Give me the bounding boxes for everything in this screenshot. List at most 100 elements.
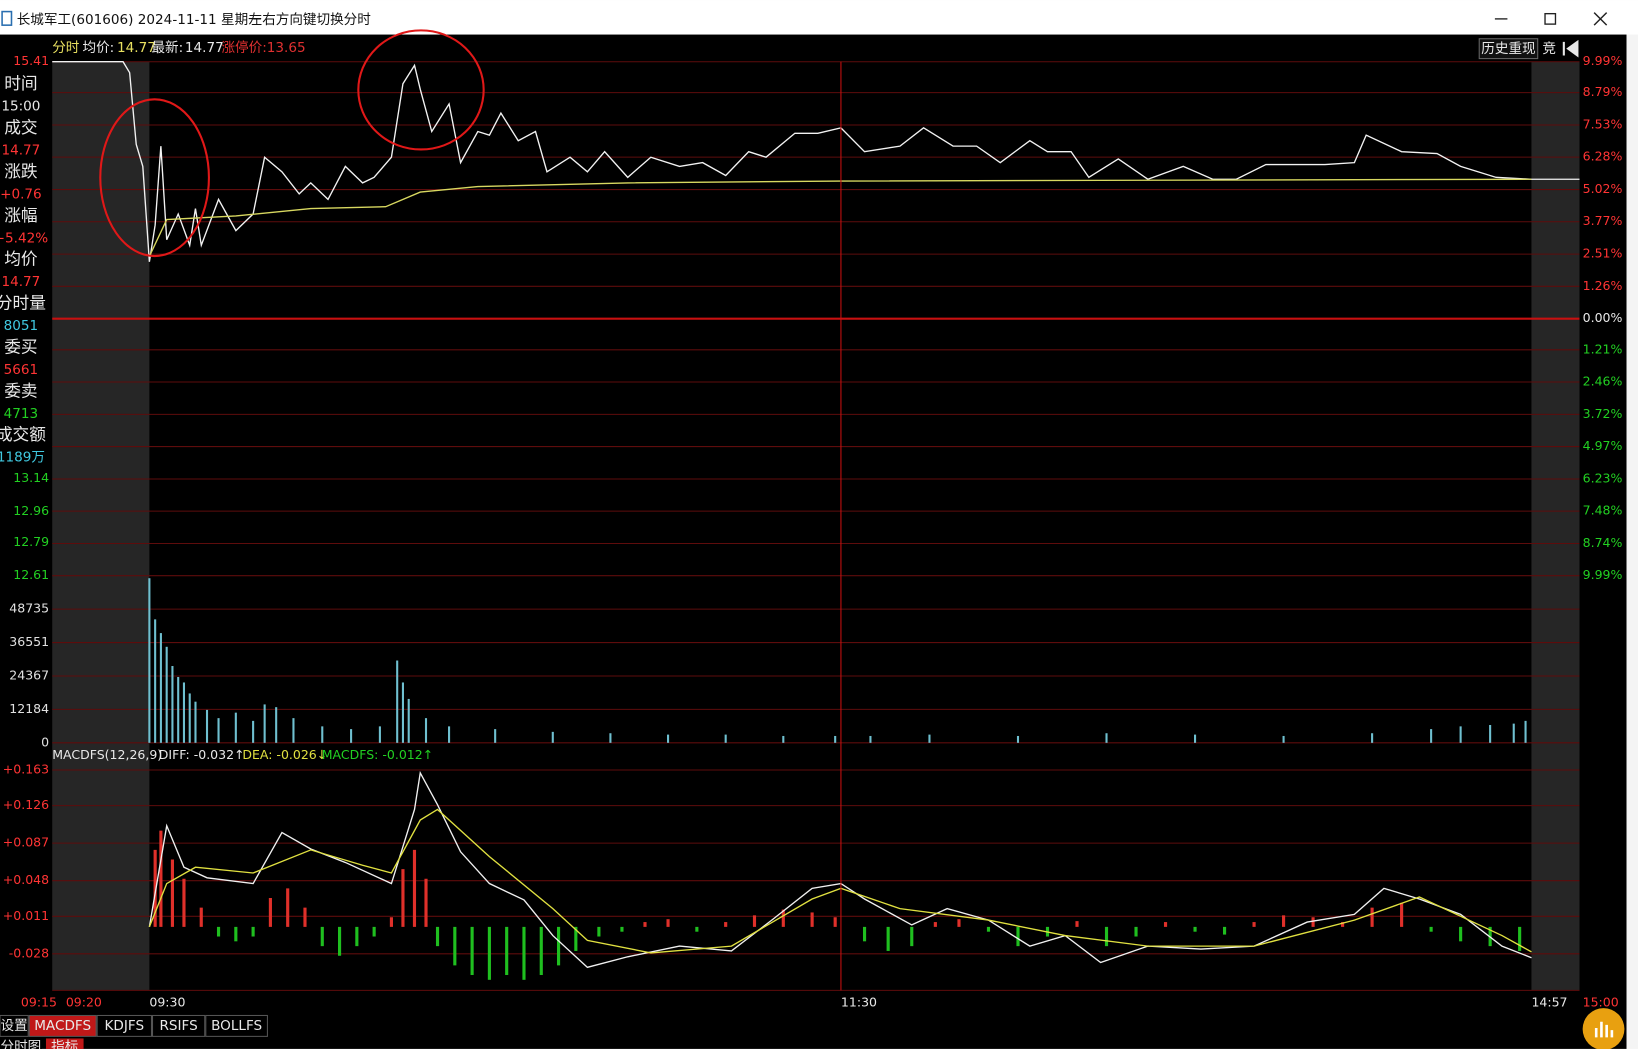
tab-label[interactable]: RSIFS (160, 1018, 198, 1034)
macd-bar (470, 926, 474, 976)
tab-label[interactable]: 设置 (1, 1018, 28, 1034)
volume-bar (407, 698, 410, 743)
subtab[interactable] (45, 1038, 84, 1049)
app-icon (1, 10, 13, 26)
macd-bar (1459, 926, 1463, 942)
y-tick-label: +0.087 (3, 835, 49, 850)
tab[interactable] (28, 1014, 97, 1037)
macd-bar (910, 926, 914, 947)
subtab[interactable] (0, 1038, 42, 1049)
x-tick-label: 15:00 (1583, 994, 1619, 1009)
info-value: +5.42% (0, 230, 48, 246)
volume-bar (263, 704, 266, 743)
macd-bar (435, 926, 440, 947)
macd-bar (337, 926, 342, 956)
volume-bar (217, 718, 220, 743)
volume-bar (154, 619, 157, 743)
auction-label[interactable]: 竞 (1542, 40, 1556, 57)
macd-bar (234, 926, 238, 942)
price-line (52, 61, 1580, 262)
y-tick-label: +0.011 (3, 908, 49, 923)
volume-bar (1105, 733, 1108, 743)
subtab-label[interactable]: 分时图 (1, 1039, 42, 1049)
restore-button[interactable] (1544, 12, 1557, 25)
macd-bar (1163, 922, 1168, 927)
x-tick-label: 09:15 (21, 994, 57, 1009)
title-bar (0, 0, 1638, 35)
y2-tick-label: 2.51% (1583, 246, 1623, 261)
info-value: 4713 (4, 406, 39, 422)
volume-bar (448, 726, 451, 743)
macd-bar (453, 926, 457, 966)
macd-bar (303, 907, 307, 927)
tab-label[interactable]: KDJFS (105, 1018, 145, 1034)
y-tick-label: 0 (41, 734, 49, 749)
macd-bar (389, 917, 393, 927)
y-tick-label: 12184 (9, 701, 49, 716)
macd-bar (320, 926, 324, 947)
macd-bar (1311, 917, 1315, 927)
indicator-name: MACDFS(12,26,9) (52, 747, 162, 762)
macd-bar (833, 917, 837, 927)
volume-bar (424, 718, 428, 743)
indicator-readout: MACDFS: -0.012↑ (322, 747, 433, 762)
avg-value: 14.77 (117, 40, 156, 56)
volume-bar (275, 707, 278, 743)
info-label: 成交额 (0, 424, 46, 444)
volume-bar (928, 734, 931, 743)
macd-bar (862, 926, 867, 942)
volume-bar (165, 646, 168, 743)
macd-bar (1134, 926, 1138, 937)
tab-label[interactable]: MACDFS (34, 1018, 91, 1034)
x-tick-label: 11:30 (841, 994, 877, 1009)
tab[interactable] (0, 1014, 29, 1037)
y-tick-label: +0.163 (3, 761, 49, 776)
macd-bar (1252, 922, 1256, 927)
tab[interactable] (96, 1014, 152, 1037)
y2-tick-label: 8.79% (1583, 84, 1623, 99)
close-button[interactable] (1593, 12, 1608, 26)
volume-bar (396, 660, 399, 743)
info-value: 8051 (4, 318, 39, 334)
subtab-label[interactable]: 指标 (51, 1039, 78, 1049)
y2-tick-label: 1.21% (1583, 341, 1623, 356)
macd-bar (620, 926, 624, 932)
info-value: +0.76 (0, 186, 42, 202)
macd-bar (1222, 926, 1227, 935)
macd-bar (251, 926, 255, 937)
volume-bar (401, 682, 404, 743)
volume-bar (321, 726, 324, 743)
y2-tick-label: 8.74% (1583, 535, 1623, 550)
macd-bar (986, 926, 991, 932)
back-icon[interactable] (1562, 39, 1579, 58)
tab[interactable] (205, 1014, 268, 1037)
info-label: 时间 (4, 73, 37, 93)
macd-bar (752, 915, 757, 927)
macd-bar (781, 909, 785, 927)
macd-bar (401, 869, 405, 927)
assistant-button[interactable] (1582, 1008, 1625, 1049)
x-tick-label: 09:20 (66, 994, 102, 1009)
macd-bar (1282, 915, 1286, 927)
volume-bar (1489, 724, 1492, 743)
replay-button[interactable] (1478, 38, 1539, 60)
macd-bar (522, 926, 526, 980)
tab[interactable] (151, 1014, 206, 1037)
info-panel (0, 73, 44, 471)
macd-bar (666, 919, 670, 927)
macd-bar (159, 830, 163, 927)
volume-bar (834, 735, 837, 743)
y2-tick-label: 4.97% (1583, 438, 1623, 453)
y-tick-label: -0.028 (9, 945, 49, 960)
annotation-circle (99, 98, 210, 258)
tab-label[interactable]: BOLLFS (211, 1018, 262, 1034)
chart-background (0, 34, 1627, 1049)
y-tick-label: 36551 (9, 634, 49, 649)
macd-bar (153, 849, 157, 927)
y-tick-label: 15.41 (13, 53, 49, 68)
replay-label[interactable]: 历史重现 (1481, 41, 1535, 57)
y2-tick-label: 2.46% (1583, 373, 1623, 388)
y2-tick-label: 0.00% (1583, 310, 1623, 325)
